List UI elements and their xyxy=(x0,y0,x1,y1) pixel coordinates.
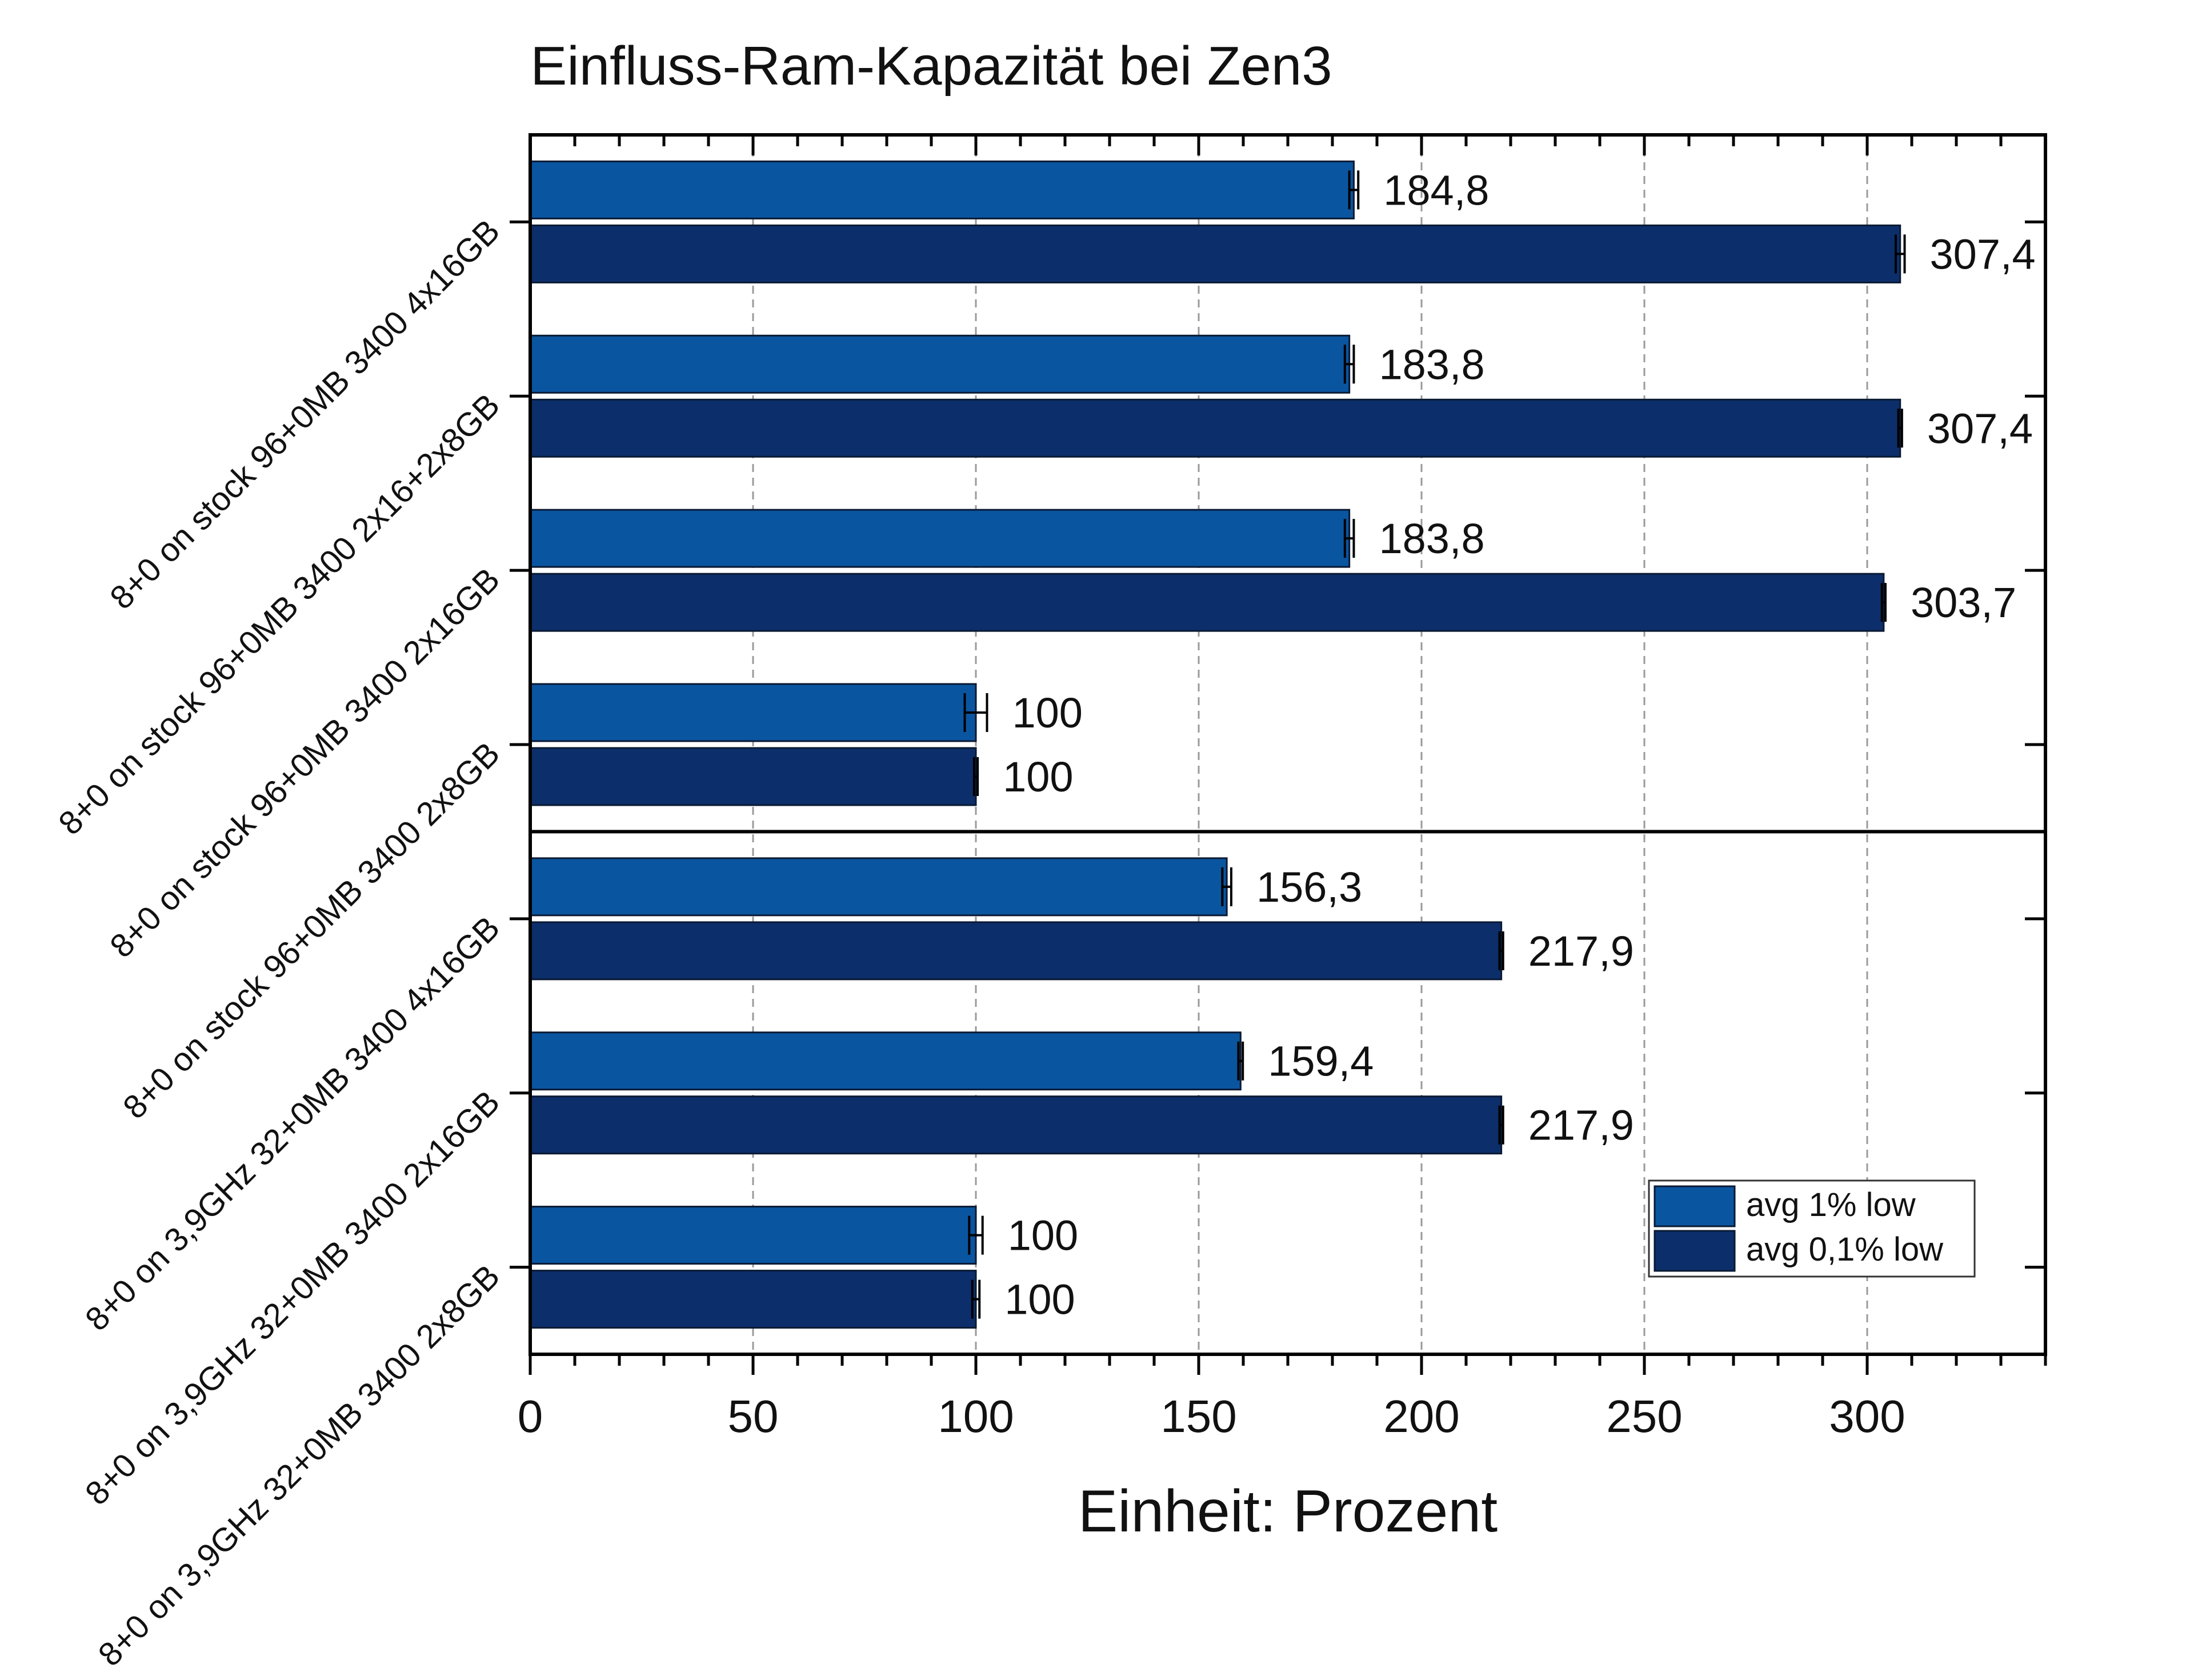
x-tick-label: 200 xyxy=(1383,1391,1459,1442)
bar xyxy=(529,747,977,806)
grid-lines xyxy=(752,135,1868,1354)
bar xyxy=(529,921,1503,981)
x-tick-label: 250 xyxy=(1606,1391,1682,1442)
legend-label: avg 1% low xyxy=(1746,1186,1916,1223)
data-label: 184,8 xyxy=(1383,166,1489,214)
bar xyxy=(529,857,1228,917)
legend-swatch xyxy=(1653,1230,1736,1272)
error-bars xyxy=(963,170,1906,1319)
bar xyxy=(529,398,1901,458)
data-labels: 184,8 307,4 183,8 307,4 183,8 303,7 100 100 156,… xyxy=(1003,166,2036,1323)
x-tick-label: 100 xyxy=(938,1391,1014,1442)
bars xyxy=(529,160,1901,1329)
y-tick-label: 8+0 on stock 96+0MB 3400 2x8GB xyxy=(116,735,507,1126)
data-label: 100 xyxy=(1003,753,1073,801)
data-label: 183,8 xyxy=(1379,515,1484,562)
data-label: 217,9 xyxy=(1528,927,1634,975)
data-label: 100 xyxy=(1012,689,1083,737)
data-label: 156,3 xyxy=(1256,863,1362,911)
data-label: 307,4 xyxy=(1930,230,2036,278)
bar xyxy=(529,509,1351,568)
x-tick-label: 150 xyxy=(1160,1391,1236,1442)
x-tick-label: 0 xyxy=(518,1391,543,1442)
bar xyxy=(529,1031,1242,1091)
legend-swatch xyxy=(1653,1185,1736,1227)
data-label: 303,7 xyxy=(1911,579,2016,626)
data-label: 217,9 xyxy=(1528,1102,1634,1149)
y-tick-label: 8+0 on 3,9GHz 32+0MB 3400 2x8GB xyxy=(91,1258,507,1674)
bar xyxy=(529,224,1901,283)
bar xyxy=(529,1095,1503,1155)
data-label: 183,8 xyxy=(1379,341,1484,388)
bar xyxy=(529,1206,977,1265)
chart-title: Einfluss-Ram-Kapazität bei Zen3 xyxy=(530,35,1332,97)
y-tick-label: 8+0 on stock 96+0MB 3400 2x16GB xyxy=(103,561,507,965)
bar xyxy=(529,160,1355,219)
y-tick-label: 8+0 on stock 96+0MB 3400 4x16GB xyxy=(103,213,507,617)
legend-label: avg 0,1% low xyxy=(1746,1231,1944,1268)
x-tick-label: 300 xyxy=(1829,1391,1905,1442)
x-axis: 0 50 100 150 200 250 300 xyxy=(518,135,2047,1442)
plot-frame xyxy=(529,133,2047,1356)
bar xyxy=(529,573,1885,632)
bar xyxy=(529,1270,977,1329)
bar xyxy=(529,683,977,742)
data-label: 100 xyxy=(1004,1276,1075,1323)
x-axis-label: Einheit: Prozent xyxy=(1078,1478,1498,1545)
data-label: 159,4 xyxy=(1268,1038,1374,1085)
data-label: 307,4 xyxy=(1927,405,2033,452)
x-tick-label: 50 xyxy=(728,1391,779,1442)
bar xyxy=(529,334,1351,394)
data-label: 100 xyxy=(1008,1212,1078,1259)
legend: avg 1% low avg 0,1% low xyxy=(1648,1179,1976,1278)
